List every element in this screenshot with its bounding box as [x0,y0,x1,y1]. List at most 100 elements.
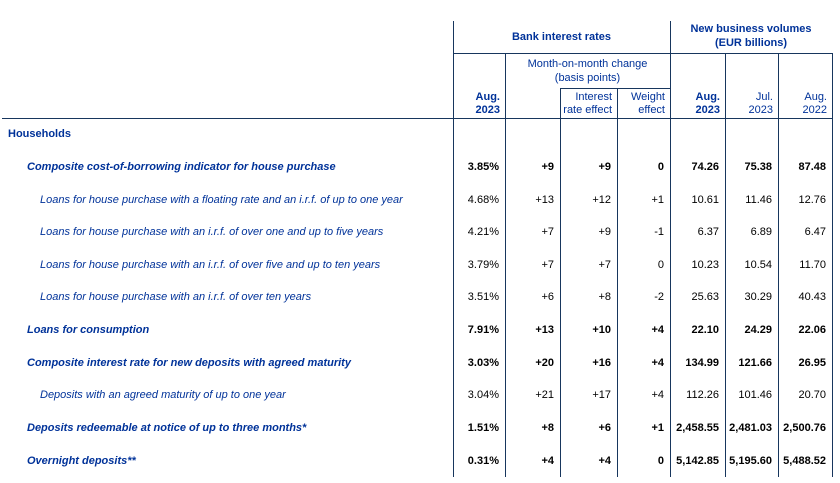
row-label: Deposits redeemable at notice of up to t… [27,421,307,434]
table-row: Deposits redeemable at notice of up to t… [0,412,832,445]
column-header-line: Interest [575,91,612,103]
value-cell: 6.37 [697,226,719,239]
value-cell: +6 [598,421,611,434]
column-header-line: Aug. [475,91,500,103]
divider-groups [670,21,671,477]
column-header-line: Aug. [804,91,827,103]
value-cell: 12.76 [798,193,826,206]
value-cell: +1 [651,193,664,206]
row-label: Overnight deposits** [27,454,136,467]
row-label: Households [8,128,71,141]
table-row: Composite cost-of-borrowing indicator fo… [0,151,832,184]
value-cell: +4 [651,389,664,402]
value-cell: 3.04% [467,389,499,402]
value-cell: 0 [657,258,664,271]
mom-change-label-line2: (basis points) [554,72,621,84]
row-label: Composite cost-of-borrowing indicator fo… [27,160,336,173]
value-cell: 2,458.55 [676,421,719,434]
table-row: Loans for house purchase with an i.r.f. … [0,249,832,282]
value-cell: +13 [535,324,554,337]
value-cell: +9 [598,226,611,239]
row-label: Loans for house purchase with an i.r.f. … [40,291,312,304]
table-row: Loans for house purchase with an i.r.f. … [0,216,832,249]
mom-change-header: Month-on-month change (basis points) [505,56,670,86]
table-row: Loans for house purchase with a floating… [0,183,832,216]
value-cell: +16 [592,356,611,369]
table-right-edge [832,53,833,477]
value-cell: 30.29 [744,291,772,304]
divider-left-of-rates [453,21,454,477]
new-business-volumes-header: New business volumes (EUR billions) [670,19,832,52]
table-row: Deposits with an agreed maturity of up t… [0,379,832,412]
column-header-line: Aug. [695,91,720,103]
value-cell: +7 [598,258,611,271]
divider-after-nbv-jul2023 [778,53,779,477]
rule-under-group-headers [453,53,833,54]
column-header-weight-effect: Weight effect [617,90,670,117]
value-cell: +9 [598,160,611,173]
divider-before-weight-effect [617,88,618,477]
value-cell: +1 [651,421,664,434]
rule-under-column-headers [2,118,832,119]
row-label: Loans for consumption [27,324,150,337]
column-header-line: rate effect [563,104,612,116]
value-cell: 3.51% [467,291,499,304]
column-header-line: 2022 [802,104,827,116]
value-cell: 0 [657,454,664,467]
table-row: Loans for house purchase with an i.r.f. … [0,281,832,314]
value-cell: +4 [651,356,664,369]
value-cell: 25.63 [691,291,719,304]
value-cell: +6 [541,291,554,304]
value-cell: 87.48 [798,160,826,173]
value-cell: 3.85% [467,160,499,173]
value-cell: 112.26 [686,389,719,402]
value-cell: 26.95 [798,356,826,369]
value-cell: 5,142.85 [676,454,719,467]
column-header-line: 2023 [748,104,773,116]
value-cell: 2,481.03 [729,421,772,434]
value-cell: 121.66 [738,356,772,369]
table-row: Loans for consumption 7.91% +13 +10 +4 22.10 2… [0,314,832,347]
value-cell: +8 [598,291,611,304]
value-cell: +10 [592,324,611,337]
value-cell: +7 [541,226,554,239]
value-cell: 40.43 [798,291,826,304]
row-label: Deposits with an agreed maturity of up t… [40,389,286,402]
column-header-line: Jul. [755,91,773,103]
column-header-nbv-aug-2022: Aug. 2022 [778,90,832,117]
value-cell: 3.03% [467,356,499,369]
value-cell: +12 [592,193,611,206]
value-cell: +20 [535,356,554,369]
value-cell: +13 [535,193,554,206]
value-cell: 22.06 [798,324,826,337]
value-cell: 11.46 [745,193,772,206]
value-cell: -2 [654,291,664,304]
value-cell: +7 [541,258,554,271]
new-business-volumes-label-line1: New business volumes [690,22,812,35]
value-cell: 101.46 [738,389,772,402]
value-cell: +9 [541,160,554,173]
value-cell: 1.51% [467,421,499,434]
value-cell: 6.47 [804,226,826,239]
value-cell: 0 [657,160,664,173]
row-label: Loans for house purchase with an i.r.f. … [40,226,384,239]
value-cell: 10.61 [691,193,719,206]
value-cell: 4.68% [467,193,499,206]
bank-interest-rates-label: Bank interest rates [511,31,612,43]
value-cell: +8 [541,421,554,434]
value-cell: 5,488.52 [783,454,826,467]
value-cell: 2,500.76 [783,421,826,434]
value-cell: 24.29 [744,324,772,337]
row-label: Loans for house purchase with an i.r.f. … [40,258,381,271]
column-header-line: 2023 [695,104,720,116]
table-body: Households Composite cost-of-borrowing in… [0,118,832,477]
value-cell: 134.99 [685,356,719,369]
value-cell: 20.70 [798,389,826,402]
value-cell: 6.89 [750,226,772,239]
column-header-nbv-aug-2023: Aug. 2023 [670,90,725,117]
new-business-volumes-label-line2: (EUR billions) [714,36,788,49]
divider-before-interest-effect [560,88,561,477]
table-row: Households [0,118,832,151]
value-cell: -1 [654,226,664,239]
row-label: Composite interest rate for new deposits… [27,356,351,369]
